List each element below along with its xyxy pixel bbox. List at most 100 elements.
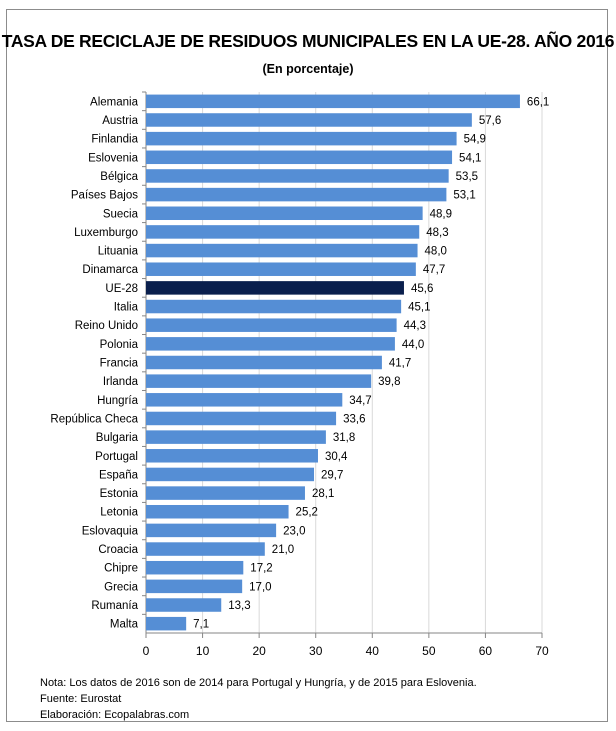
- data-label: 47,7: [423, 264, 445, 276]
- bar: [146, 486, 305, 500]
- data-label: 33,6: [343, 413, 365, 425]
- category-label: Croacia: [98, 544, 138, 556]
- bar: [146, 430, 326, 444]
- data-label: 23,0: [283, 525, 305, 537]
- category-label: Rumanía: [91, 600, 138, 612]
- data-label: 54,1: [459, 152, 481, 164]
- bar: [146, 542, 265, 556]
- chart-title: TASA DE RECICLAJE DE RESIDUOS MUNICIPALE…: [1, 31, 615, 51]
- category-label: Hungría: [97, 395, 139, 407]
- data-label: 41,7: [389, 358, 411, 370]
- data-label: 54,9: [464, 134, 486, 146]
- category-label: Grecia: [104, 581, 138, 593]
- data-label: 48,0: [425, 246, 447, 258]
- category-label: República Checa: [50, 413, 138, 425]
- data-label: 66,1: [527, 96, 549, 108]
- data-label: 48,3: [426, 227, 448, 239]
- bar: [146, 113, 472, 127]
- category-label: Reino Unido: [75, 320, 138, 332]
- bar: [146, 355, 382, 370]
- bar: [146, 337, 395, 351]
- category-label: Italia: [114, 302, 139, 314]
- data-label: 57,6: [479, 115, 501, 127]
- bar: [146, 598, 222, 612]
- note-text: Nota: Los datos de 2016 son de 2014 para…: [40, 677, 477, 689]
- chart-subtitle: (En porcentaje): [262, 62, 354, 76]
- bar: [146, 206, 423, 221]
- data-label: 39,8: [378, 376, 400, 388]
- data-label: 53,5: [456, 171, 478, 183]
- category-label: Lituania: [98, 246, 139, 258]
- data-label: 30,4: [325, 451, 348, 463]
- x-tick-label: 30: [309, 644, 323, 658]
- category-label: Bulgaria: [96, 432, 139, 444]
- bar: [146, 131, 457, 146]
- bar: [146, 449, 318, 463]
- data-label: 17,2: [250, 563, 272, 575]
- x-tick-label: 50: [422, 644, 436, 658]
- category-label: UE-28: [105, 283, 138, 295]
- x-tick-label: 10: [196, 644, 210, 658]
- data-label: 17,0: [249, 581, 271, 593]
- data-label: 34,7: [349, 395, 371, 407]
- category-label: Irlanda: [103, 376, 139, 388]
- bar: [146, 318, 397, 332]
- bar: [146, 262, 416, 276]
- bar: [146, 560, 244, 575]
- bar: [146, 243, 418, 258]
- category-label: Portugal: [95, 451, 138, 463]
- data-label: 21,0: [272, 544, 294, 556]
- bar: [146, 150, 453, 165]
- chart-frame: [6, 9, 608, 722]
- category-label: Finlandia: [91, 134, 138, 146]
- data-label: 44,0: [402, 339, 424, 351]
- x-tick-label: 0: [143, 644, 150, 658]
- x-tick-label: 40: [366, 644, 380, 658]
- data-label: 53,1: [453, 190, 475, 202]
- data-label: 45,1: [408, 302, 430, 314]
- data-label: 48,9: [430, 208, 452, 220]
- category-label: Alemania: [90, 96, 139, 108]
- bar: [146, 393, 343, 407]
- bar: [146, 504, 289, 519]
- data-label: 29,7: [321, 469, 343, 481]
- category-label: Polonia: [100, 339, 139, 351]
- bar: [146, 374, 372, 388]
- chart-notes: Nota: Los datos de 2016 son de 2014 para…: [40, 675, 477, 723]
- category-label: Eslovaquia: [82, 525, 139, 537]
- category-label: Chipre: [104, 563, 138, 575]
- bar: [146, 411, 337, 426]
- data-label: 44,3: [404, 320, 426, 332]
- data-label: 7,1: [193, 619, 209, 631]
- bar: [146, 467, 315, 482]
- category-label: Países Bajos: [71, 190, 138, 202]
- bar: [146, 94, 520, 109]
- bar: [146, 187, 447, 202]
- bar: [146, 281, 404, 295]
- data-label: 45,6: [411, 283, 433, 295]
- category-label: Letonia: [100, 507, 138, 519]
- bar: [146, 169, 449, 183]
- category-label: España: [99, 469, 139, 481]
- x-tick-label: 20: [252, 644, 266, 658]
- bar: [146, 523, 277, 538]
- category-label: Eslovenia: [88, 152, 138, 164]
- x-tick-label: 60: [479, 644, 493, 658]
- author-text: Elaboración: Ecopalabras.com: [40, 709, 190, 721]
- data-label: 28,1: [312, 488, 334, 500]
- category-label: Estonia: [100, 488, 139, 500]
- category-label: Luxemburgo: [74, 227, 138, 239]
- bar: [146, 299, 402, 314]
- data-label: 25,2: [296, 507, 318, 519]
- category-label: Malta: [110, 619, 139, 631]
- bar: [146, 225, 420, 239]
- category-label: Dinamarca: [82, 264, 138, 276]
- category-label: Austria: [102, 115, 138, 127]
- bar: [146, 579, 243, 594]
- x-tick-label: 70: [535, 644, 549, 658]
- data-label: 31,8: [333, 432, 355, 444]
- data-label: 13,3: [228, 600, 250, 612]
- category-label: Francia: [100, 358, 139, 370]
- category-label: Bélgica: [100, 171, 138, 183]
